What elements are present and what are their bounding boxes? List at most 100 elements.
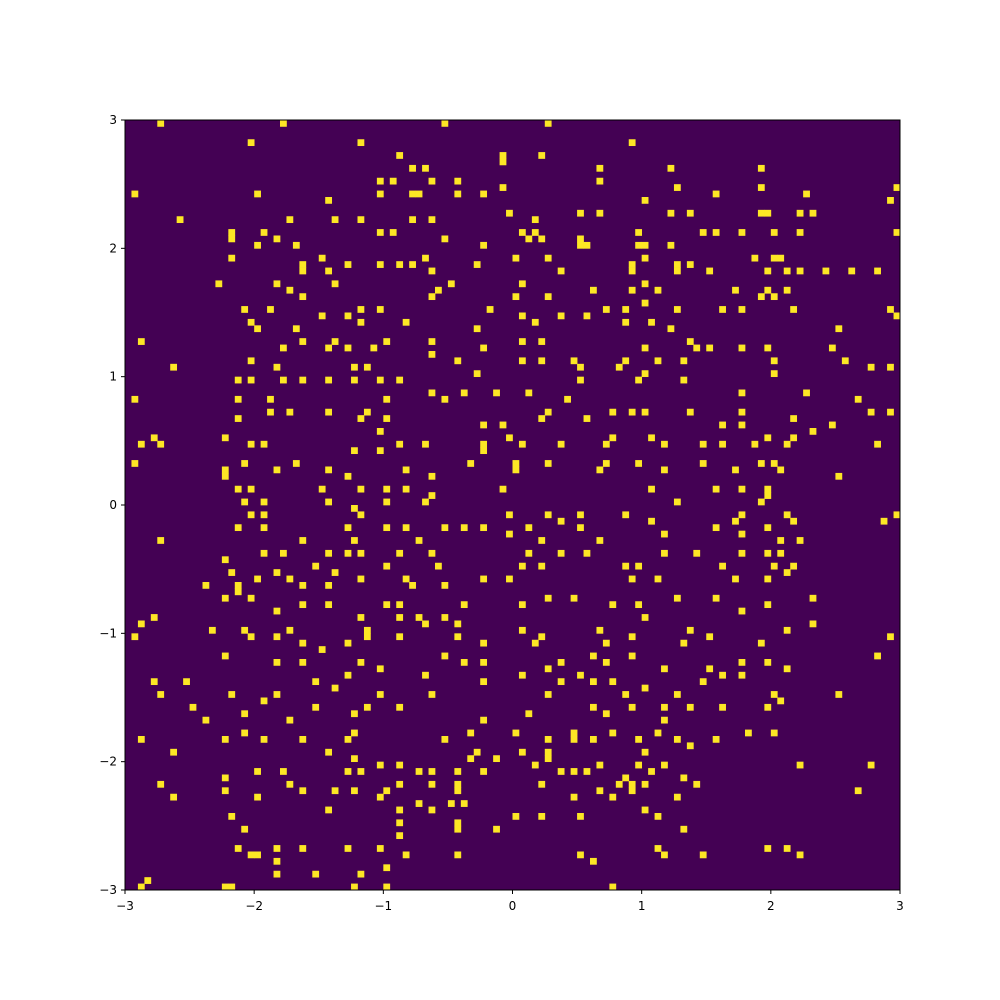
heatmap-cell (447, 800, 455, 807)
heatmap-cell (622, 691, 630, 698)
heatmap-cell (867, 408, 875, 416)
heatmap-cell (770, 254, 778, 262)
heatmap-cell (538, 152, 546, 159)
heatmap-cell (751, 440, 759, 448)
heatmap-cell (131, 395, 139, 403)
heatmap-cell (441, 736, 449, 743)
heatmap-cell (570, 594, 578, 602)
heatmap-cell (686, 338, 694, 345)
heatmap-cell (480, 524, 488, 532)
heatmap-cell (654, 729, 662, 737)
heatmap-cell (383, 524, 391, 532)
heatmap-cell (422, 671, 429, 679)
heatmap-cell (357, 659, 365, 666)
heatmap-cell (777, 537, 785, 544)
heatmap-cell (344, 768, 352, 775)
heatmap-cell (602, 440, 610, 448)
x-tick-label: −2 (245, 899, 263, 913)
heatmap-cell (544, 748, 552, 756)
heatmap-cell (686, 261, 694, 268)
heatmap-cell (208, 626, 216, 634)
heatmap-cell (376, 190, 384, 198)
heatmap-cell (732, 286, 739, 294)
heatmap-cell (299, 338, 307, 345)
heatmap-cell (764, 485, 772, 493)
heatmap-cell (428, 267, 436, 275)
heatmap-cell (680, 357, 688, 365)
heatmap-cell (422, 498, 429, 506)
heatmap-cell (428, 691, 436, 698)
heatmap-cell (577, 209, 584, 217)
heatmap-cell (609, 601, 617, 609)
heatmap-cell (719, 671, 726, 679)
heatmap-cell (770, 357, 778, 365)
heatmap-cell (260, 229, 268, 236)
heatmap-cell (221, 774, 229, 782)
heatmap-cell (661, 851, 668, 859)
heatmap-cell (770, 729, 778, 737)
heatmap-cell (732, 575, 739, 583)
heatmap-cell (480, 659, 488, 666)
heatmap-cell (357, 549, 365, 557)
heatmap-cell (648, 485, 655, 493)
heatmap-cell (454, 780, 462, 788)
heatmap-cell (247, 318, 255, 326)
heatmap-cell (641, 780, 649, 788)
heatmap-cell (415, 190, 423, 198)
heatmap-cell (518, 601, 526, 609)
heatmap-cell (538, 357, 546, 365)
heatmap-cell (777, 549, 785, 557)
heatmap-cell (357, 139, 365, 147)
heatmap-cell (745, 729, 752, 737)
heatmap-cell (454, 190, 462, 198)
heatmap-cell (738, 306, 746, 313)
heatmap-cell (512, 813, 520, 820)
heatmap-cell (318, 254, 326, 262)
heatmap-cell (654, 813, 662, 820)
heatmap-cell (635, 761, 643, 769)
heatmap-cell (764, 286, 772, 294)
heatmap-cell (770, 229, 778, 236)
heatmap-cell (661, 761, 668, 769)
heatmap-cell (583, 312, 591, 320)
heatmap-cell (150, 434, 158, 442)
heatmap-cell (641, 370, 649, 378)
heatmap-cell (641, 299, 649, 307)
heatmap-cell (202, 716, 210, 724)
heatmap-cell (777, 697, 785, 705)
heatmap-cell (648, 517, 655, 525)
heatmap-cell (661, 665, 668, 673)
heatmap-cell (157, 780, 165, 788)
y-tick-label: −3 (99, 883, 117, 897)
heatmap-cell (796, 761, 804, 769)
y-axis: −3 −2 −1 0 1 2 3 (99, 113, 125, 897)
heatmap-cell (299, 659, 307, 666)
heatmap-cell (583, 241, 591, 249)
heatmap-cell (428, 293, 436, 301)
heatmap-cell (273, 235, 281, 243)
heatmap-cell (596, 177, 604, 185)
heatmap-cell (241, 626, 249, 634)
x-tick-label: −1 (374, 899, 392, 913)
heatmap-cell (247, 376, 255, 384)
heatmap-cell (570, 736, 578, 743)
heatmap-cell (544, 594, 552, 602)
heatmap-cell (351, 447, 358, 455)
heatmap-cell (738, 421, 746, 429)
heatmap-cell (170, 793, 178, 801)
heatmap-cell (280, 120, 287, 127)
heatmap-cell (635, 601, 643, 609)
heatmap-cell (234, 415, 242, 422)
heatmap-cells (131, 120, 901, 891)
heatmap-cell (137, 620, 145, 628)
heatmap-cell (712, 485, 720, 493)
heatmap-cell (273, 845, 281, 852)
heatmap-cell (260, 697, 268, 705)
heatmap-cell (402, 485, 410, 493)
heatmap-cell (577, 363, 584, 371)
heatmap-cell (460, 601, 468, 609)
heatmap-cell (835, 472, 843, 480)
heatmap-cell (544, 408, 552, 416)
heatmap-cell (622, 511, 630, 519)
heatmap-cell (241, 498, 249, 506)
